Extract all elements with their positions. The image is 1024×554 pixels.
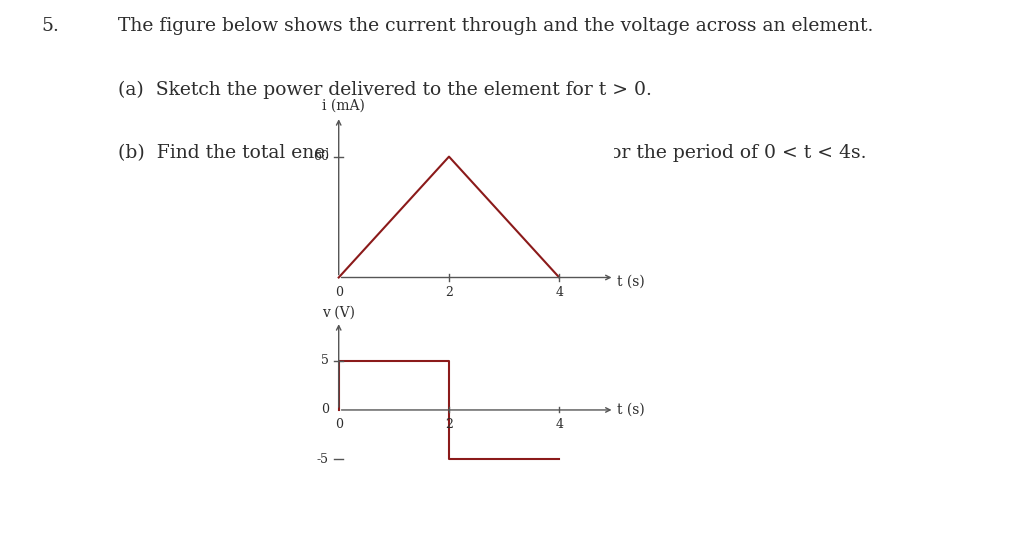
Text: 5.: 5.	[41, 17, 58, 34]
Text: (b)  Find the total energy absorbed by the element for the period of 0 < t < 4s.: (b) Find the total energy absorbed by th…	[118, 144, 866, 162]
Text: -5: -5	[316, 453, 329, 466]
Text: v (V): v (V)	[323, 306, 355, 320]
Text: 0: 0	[335, 418, 343, 431]
Text: 4: 4	[555, 418, 563, 431]
Text: t (s): t (s)	[617, 403, 645, 417]
Text: 60: 60	[312, 150, 329, 163]
Text: The figure below shows the current through and the voltage across an element.: The figure below shows the current throu…	[118, 17, 873, 34]
Text: i (mA): i (mA)	[323, 99, 365, 113]
Text: t (s): t (s)	[617, 275, 645, 289]
Text: 0: 0	[321, 403, 329, 417]
Text: 0: 0	[335, 285, 343, 299]
Text: 4: 4	[555, 285, 563, 299]
Text: 5: 5	[321, 354, 329, 367]
Text: (a)  Sketch the power delivered to the element for t > 0.: (a) Sketch the power delivered to the el…	[118, 80, 651, 99]
Text: 2: 2	[445, 418, 453, 431]
Text: 2: 2	[445, 285, 453, 299]
